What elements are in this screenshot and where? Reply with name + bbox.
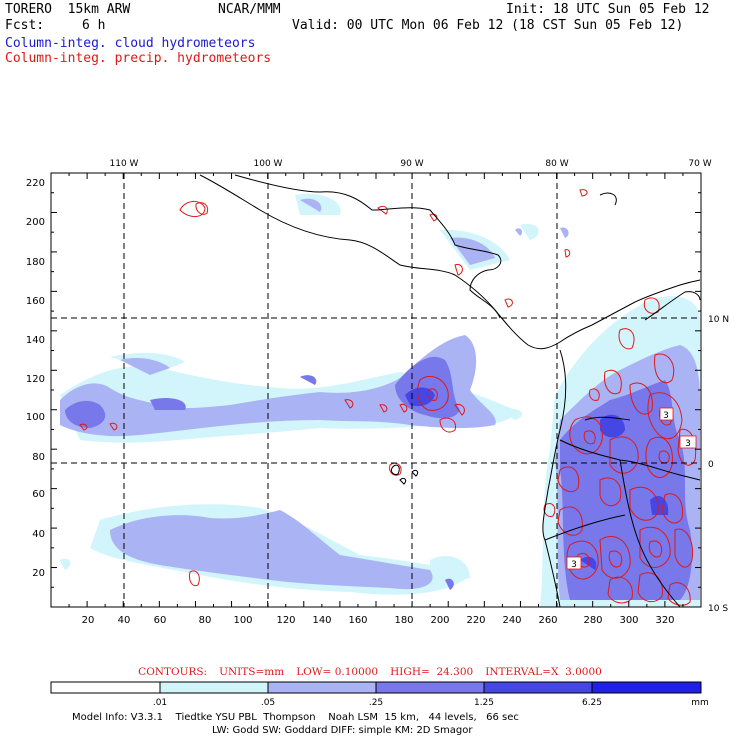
model-title: TORERO 15km ARW (5, 2, 131, 17)
y-tick-label: 140 (26, 335, 45, 346)
lon-label: 70 W (688, 159, 711, 169)
colorbar (50, 681, 702, 694)
latitude-labels: 10 N 0 10 S (708, 315, 729, 614)
x-tick-label: 60 (154, 615, 167, 626)
contour-label: 3 (685, 439, 691, 449)
y-tick-label: 40 (32, 529, 45, 540)
y-tick-label: 60 (32, 489, 45, 500)
organization: NCAR/MMM (218, 2, 281, 17)
precip-hydrometeor-contours (79, 189, 697, 606)
lon-label: 90 W (400, 159, 423, 169)
lon-label: 80 W (545, 159, 568, 169)
colorbar-unit: mm (691, 698, 709, 708)
contour-value-labels: 3 3 3 (566, 407, 697, 570)
y-tick-label: 100 (26, 412, 45, 423)
colorbar-label: .05 (261, 698, 275, 708)
init-time: Init: 18 UTC Sun 05 Feb 12 (506, 2, 710, 17)
lat-label: 0 (708, 460, 714, 470)
high-label: HIGH= 24.300 (390, 666, 474, 678)
colorbar-bin-5 (591, 681, 702, 694)
y-tick-label: 20 (32, 568, 45, 579)
y-tick-label: 180 (26, 257, 45, 268)
low-label: LOW= 0.10000 (296, 666, 379, 678)
x-tick-label: 160 (348, 615, 367, 626)
x-tick-label: 300 (619, 615, 638, 626)
model-info: Model Info: V3.3.1 Tiedtke YSU PBL Thomp… (72, 712, 519, 723)
contours-label: CONTOURS: (138, 666, 208, 678)
colorbar-bin-0 (50, 681, 161, 694)
y-axis-labels: 20 40 60 80 100 120 140 160 180 200 220 (26, 178, 45, 579)
contour-label: 3 (571, 560, 577, 570)
y-tick-label: 220 (26, 178, 45, 189)
x-tick-label: 100 (233, 615, 252, 626)
x-axis-ticks (68, 173, 684, 607)
x-tick-label: 140 (312, 615, 331, 626)
y-tick-label: 120 (26, 374, 45, 385)
colorbar-label: .01 (153, 698, 167, 708)
colorbar-label: 6.25 (582, 698, 602, 708)
lat-label: 10 S (708, 604, 728, 614)
x-tick-label: 120 (276, 615, 295, 626)
x-tick-label: 260 (538, 615, 557, 626)
x-tick-label: 180 (394, 615, 413, 626)
valid-time: Valid: 00 UTC Mon 06 Feb 12 (18 CST Sun … (292, 18, 684, 33)
x-tick-label: 280 (583, 615, 602, 626)
lat-label: 10 N (708, 315, 729, 325)
contour-info: CONTOURS: UNITS=mm LOW= 0.10000 HIGH= 24.30… (0, 666, 740, 678)
x-tick-label: 220 (466, 615, 485, 626)
x-tick-label: 80 (199, 615, 212, 626)
x-tick-label: 320 (655, 615, 674, 626)
units-label: UNITS=mm (219, 666, 285, 678)
colorbar-label: 1.25 (474, 698, 494, 708)
colorbar-label: .25 (369, 698, 383, 708)
lat-lon-grid (51, 173, 701, 607)
forecast-label: Fcst: (5, 18, 45, 33)
x-tick-label: 200 (430, 615, 449, 626)
colorbar-bin-2 (267, 681, 377, 694)
y-tick-label: 160 (26, 296, 45, 307)
physics-info: LW: Godd SW: Goddard DIFF: simple KM: 2D… (212, 725, 473, 736)
lon-label: 110 W (110, 159, 139, 169)
cloud-hydrometeor-shading (60, 193, 700, 607)
lon-label: 100 W (254, 159, 283, 169)
field-cloud-title: Column-integ. cloud hydrometeors (5, 36, 256, 51)
x-axis-labels: 20 40 60 80 100 120 140 160 180 200 220 … (82, 615, 675, 626)
colorbar-bin-4 (483, 681, 593, 694)
field-precip-title: Column-integ. precip. hydrometeors (5, 51, 272, 66)
y-axis-ticks (51, 192, 701, 588)
interval-label: INTERVAL=X 3.0000 (485, 666, 602, 678)
x-tick-label: 240 (502, 615, 521, 626)
colorbar-bin-3 (375, 681, 485, 694)
y-tick-label: 200 (26, 217, 45, 228)
coastlines-and-borders (199, 174, 701, 607)
y-tick-label: 80 (32, 452, 45, 463)
x-tick-label: 40 (118, 615, 131, 626)
x-tick-label: 20 (82, 615, 95, 626)
colorbar-labels: .01 .05 .25 1.25 6.25 mm (153, 698, 709, 708)
colorbar-bin-1 (159, 681, 269, 694)
forecast-hour: 6 h (82, 18, 106, 33)
longitude-labels: 110 W 100 W 90 W 80 W 70 W (110, 159, 712, 169)
contour-label: 3 (663, 411, 669, 421)
